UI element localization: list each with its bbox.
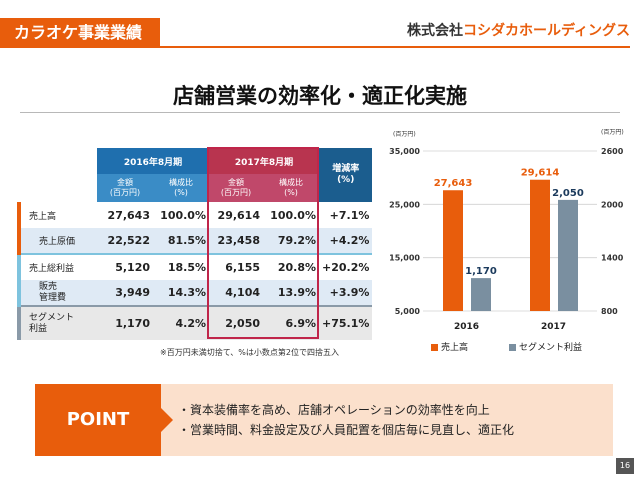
right-tick-label: 2000 xyxy=(601,200,624,209)
company-name: 株式会社コシダカホールディングス xyxy=(407,20,630,40)
cell-ratio-2016: 18.5% xyxy=(153,253,209,280)
bar-data-label: 2,050 xyxy=(552,188,584,199)
cell-growth: +4.2% xyxy=(319,228,373,254)
row-label: セグメント 利益 xyxy=(17,305,97,340)
row-label: 売上高 xyxy=(17,202,97,228)
cell-amount-2016: 5,120 xyxy=(97,253,153,280)
x-tick-label: 2017 xyxy=(541,322,566,332)
col-amount-2016: 金額 (百万円) xyxy=(97,174,153,202)
cell-amount-2016: 22,522 xyxy=(97,228,153,254)
point-item: ・営業時間、料金設定及び人員配置を個店毎に見直し、適正化 xyxy=(178,423,515,437)
row-label: 販売 管理費 xyxy=(17,280,97,306)
cell-growth: +75.1% xyxy=(319,305,373,340)
point-item: ・資本装備率を高め、店舗オペレーションの効率性を向上 xyxy=(178,403,490,417)
point-items: ・資本装備率を高め、店舗オペレーションの効率性を向上 ・営業時間、料金設定及び人… xyxy=(178,400,514,440)
row-label: 売上原価 xyxy=(17,228,97,254)
page-number: 16 xyxy=(616,458,634,474)
table-row: 販売 管理費 3,949 14.3% 4,104 13.9% +3.9% xyxy=(17,280,373,306)
growth-header: 増減率 (%) xyxy=(319,148,373,202)
cell-ratio-2016: 4.2% xyxy=(153,305,209,340)
cell-growth: +20.2% xyxy=(319,253,373,280)
company-main: コシダカホールディングス xyxy=(462,23,630,39)
legend-swatch-sales xyxy=(431,344,438,351)
cell-amount-2017: 23,458 xyxy=(209,228,263,254)
section-label: カラオケ事業業績 xyxy=(0,18,160,48)
cell-ratio-2017: 13.9% xyxy=(263,280,319,306)
cell-amount-2016: 3,949 xyxy=(97,280,153,306)
performance-table: 2016年8月期 2017年8月期 増減率 (%) 金額 (百万円) 構成比 (… xyxy=(17,148,373,340)
cell-growth: +7.1% xyxy=(319,202,373,228)
cell-ratio-2016: 100.0% xyxy=(153,202,209,228)
point-label: POINT xyxy=(35,384,161,456)
col-ratio-2016: 構成比 (%) xyxy=(153,174,209,202)
company-prefix: 株式会社 xyxy=(406,23,463,39)
table-footnote: ※百万円未満切捨て、%は小数点第2位で四捨五入 xyxy=(160,348,339,357)
legend-profit: セグメント利益 xyxy=(519,341,582,353)
title-divider xyxy=(20,112,620,113)
cell-ratio-2017: 79.2% xyxy=(263,228,319,254)
point-arrow xyxy=(161,408,173,432)
chart-bars: 27,643 1,170 29,614 2,050 xyxy=(434,168,584,311)
bar-sales xyxy=(530,179,550,311)
cell-ratio-2017: 6.9% xyxy=(263,305,319,340)
cell-ratio-2016: 81.5% xyxy=(153,228,209,254)
left-tick-label: 15,000 xyxy=(389,254,420,263)
legend-swatch-profit xyxy=(509,344,516,351)
right-tick-label: 800 xyxy=(601,307,618,316)
cell-growth: +3.9% xyxy=(319,280,373,306)
left-tick-label: 35,000 xyxy=(389,147,420,156)
bar-data-label: 27,643 xyxy=(434,178,473,189)
cell-ratio-2017: 20.8% xyxy=(263,253,319,280)
right-axis-unit: (百万円) xyxy=(601,129,624,136)
col-amount-2017: 金額 (百万円) xyxy=(209,174,263,202)
bar-profit xyxy=(471,278,491,311)
table-corner xyxy=(19,148,97,202)
legend-sales: 売上高 xyxy=(441,341,468,353)
cell-amount-2017: 2,050 xyxy=(209,305,263,340)
left-axis-unit: (百万円) xyxy=(393,131,416,138)
slide-header: カラオケ事業業績 株式会社コシダカホールディングス xyxy=(0,0,640,62)
header-divider xyxy=(160,46,630,48)
col-ratio-2017: 構成比 (%) xyxy=(263,174,319,202)
page-title: 店舗営業の効率化・適正化実施 xyxy=(173,84,467,108)
bar-data-label: 1,170 xyxy=(465,266,497,277)
cell-amount-2016: 27,643 xyxy=(97,202,153,228)
cell-amount-2017: 4,104 xyxy=(209,280,263,306)
bar-data-label: 29,614 xyxy=(521,168,560,179)
period-2016-header: 2016年8月期 xyxy=(97,148,209,174)
x-axis-labels: 2016 2017 xyxy=(454,322,566,332)
left-tick-label: 5,000 xyxy=(395,307,421,316)
chart-legend: 売上高 セグメント利益 xyxy=(431,341,582,353)
cell-ratio-2016: 14.3% xyxy=(153,280,209,306)
performance-chart: (百万円) (百万円) 35,000 25,000 15,000 5,000 2600… xyxy=(389,129,624,353)
bar-profit xyxy=(558,199,578,311)
cell-amount-2017: 6,155 xyxy=(209,253,263,280)
cell-amount-2016: 1,170 xyxy=(97,305,153,340)
cell-amount-2017: 29,614 xyxy=(209,202,263,228)
cell-ratio-2017: 100.0% xyxy=(263,202,319,228)
right-tick-label: 1400 xyxy=(601,254,624,263)
table-row: セグメント 利益 1,170 4.2% 2,050 6.9% +75.1% xyxy=(17,305,373,340)
right-tick-label: 2600 xyxy=(601,147,624,156)
table-row: 売上高 27,643 100.0% 29,614 100.0% +7.1% xyxy=(17,202,373,228)
table-row: 売上原価 22,522 81.5% 23,458 79.2% +4.2% xyxy=(17,228,373,254)
period-2017-header: 2017年8月期 xyxy=(209,148,319,174)
row-label: 売上総利益 xyxy=(17,253,97,280)
right-axis-ticks: 2600 2000 1400 800 xyxy=(601,147,624,316)
left-tick-label: 25,000 xyxy=(389,200,420,209)
x-tick-label: 2016 xyxy=(454,322,479,332)
table-row: 売上総利益 5,120 18.5% 6,155 20.8% +20.2% xyxy=(17,253,373,280)
bar-sales xyxy=(443,190,463,311)
left-axis-ticks: 35,000 25,000 15,000 5,000 xyxy=(389,147,420,316)
